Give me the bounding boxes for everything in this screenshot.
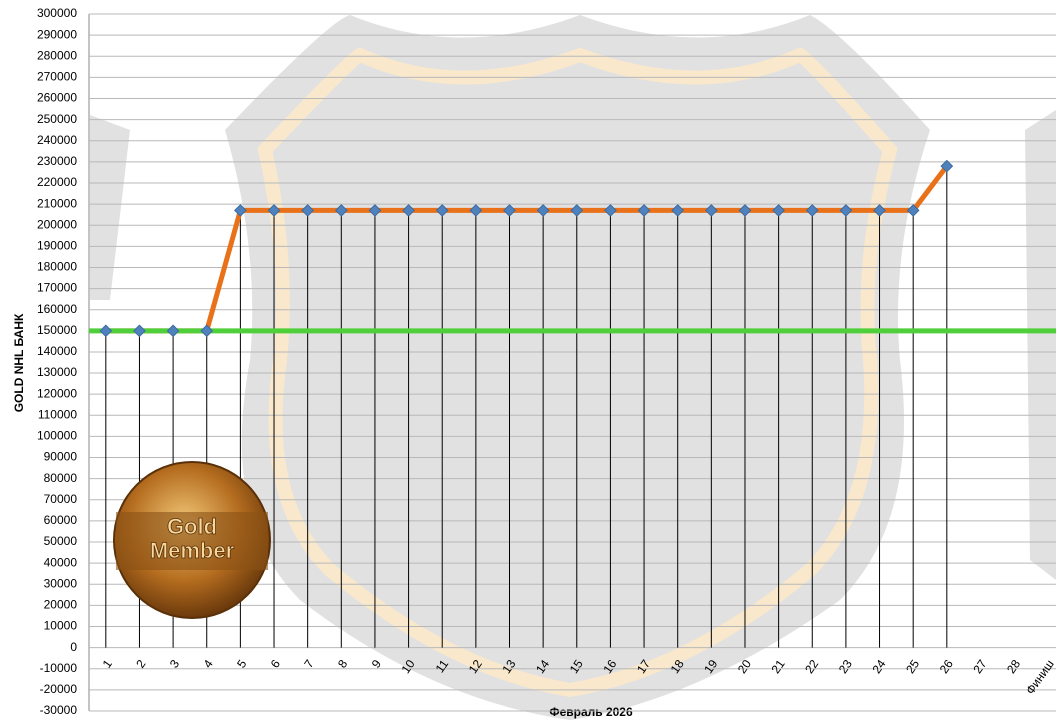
marker	[200, 324, 214, 338]
marker	[99, 324, 113, 338]
x-tick-label: 26	[937, 657, 956, 676]
marker	[267, 204, 281, 217]
x-axis-label: Февраль 2026	[549, 705, 633, 719]
marker	[469, 204, 483, 217]
marker	[906, 204, 920, 217]
badge-band	[116, 512, 268, 570]
marker	[334, 204, 348, 217]
marker	[772, 204, 785, 217]
marker	[940, 159, 954, 173]
background-logo	[90, 15, 1056, 720]
x-tick-label: Финиш	[1023, 657, 1056, 697]
x-tick-label: 24	[869, 657, 888, 676]
y-tick-label: 170000	[37, 281, 77, 295]
y-tick-label: 230000	[37, 154, 77, 168]
marker	[166, 324, 180, 338]
x-tick-label: 23	[836, 657, 855, 676]
y-tick-label: 60000	[44, 513, 78, 527]
x-tick-label: 21	[769, 657, 788, 676]
y-tick-label: 90000	[44, 450, 78, 464]
marker	[133, 324, 146, 338]
y-axis-label: GOLD NHL БАНК	[12, 313, 26, 412]
y-tick-label: 40000	[44, 555, 78, 569]
y-tick-label: 20000	[44, 598, 78, 612]
y-tick-label: 150000	[37, 323, 77, 337]
marker	[839, 204, 853, 217]
marker	[301, 204, 315, 217]
y-tick-label: 190000	[37, 239, 77, 253]
marker	[503, 204, 516, 217]
y-tick-label: 120000	[37, 386, 77, 400]
marker	[368, 204, 382, 217]
y-tick-label: 160000	[37, 302, 77, 316]
y-tick-label: 130000	[37, 365, 77, 379]
marker	[873, 204, 886, 217]
y-tick-label: 30000	[44, 576, 78, 590]
marker	[637, 204, 651, 217]
y-tick-label: 140000	[37, 344, 77, 358]
marker	[570, 204, 584, 217]
marker	[435, 204, 449, 217]
y-tick-label: 240000	[37, 133, 77, 147]
marker	[738, 204, 752, 217]
marker	[704, 204, 718, 217]
y-tick-label: 180000	[37, 260, 77, 274]
y-tick-label: 300000	[37, 6, 77, 20]
y-tick-label: 80000	[44, 471, 78, 485]
x-tick-label: 22	[802, 657, 821, 676]
y-tick-label: 220000	[37, 175, 77, 189]
x-tick-label: 27	[970, 657, 989, 676]
marker	[402, 204, 415, 217]
x-tick-label: 28	[1004, 657, 1023, 676]
marker	[604, 204, 617, 217]
x-tick-label: 25	[903, 657, 922, 676]
y-tick-label: -20000	[40, 682, 78, 696]
y-tick-label: -30000	[40, 703, 78, 717]
y-tick-label: 280000	[37, 48, 77, 62]
y-tick-label: -10000	[40, 661, 78, 675]
y-tick-label: 10000	[44, 619, 78, 633]
y-tick-label: 110000	[38, 407, 77, 421]
marker	[671, 204, 685, 217]
y-tick-label: 250000	[37, 112, 77, 126]
y-tick-label: 270000	[37, 70, 77, 84]
y-tick-label: 0	[70, 640, 77, 654]
y-tick-label: 260000	[37, 91, 77, 105]
marker	[805, 204, 819, 217]
badge-text: Member	[150, 538, 235, 563]
y-tick-label: 50000	[44, 534, 78, 548]
y-tick-label: 200000	[37, 217, 77, 231]
y-tick-label: 210000	[37, 196, 77, 210]
marker	[536, 204, 550, 217]
y-tick-label: 70000	[44, 492, 78, 506]
y-tick-label: 290000	[37, 27, 77, 41]
y-tick-label: 100000	[37, 429, 77, 443]
marker	[234, 204, 247, 217]
badge-text: Gold	[167, 514, 217, 539]
